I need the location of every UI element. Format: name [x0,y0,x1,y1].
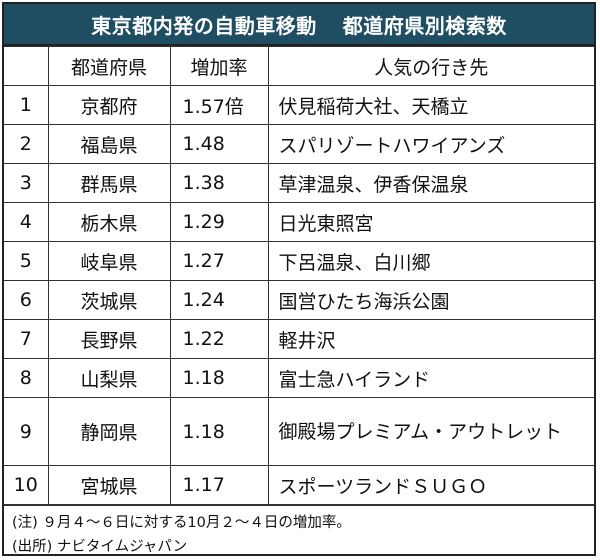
table-header-row: 都道府県 増加率 人気の行き先 [4,46,594,86]
cell-destinations: 軽井沢 [267,319,594,359]
cell-rate: 1.18 [169,397,269,466]
cell-destinations: 国営ひたち海浜公園 [267,280,594,320]
cell-destinations: 下呂温泉、白川郷 [267,241,594,281]
prefecture-ranking-table: 都道府県 増加率 人気の行き先 1 京都府 1.57倍 伏見稲荷大社、天橋立 2… [4,46,594,505]
cell-rate: 1.57倍 [169,85,269,125]
header-rate: 増加率 [169,46,269,86]
cell-prefecture: 京都府 [47,85,171,125]
cell-rate: 1.24 [169,280,269,320]
table-row: 7 長野県 1.22 軽井沢 [4,319,594,359]
cell-rate: 1.18 [169,358,269,398]
table-title-main: 東京都内発の自動車移動 [91,13,317,38]
table-row: 10 宮城県 1.17 スポーツランドＳＵＧＯ [4,465,594,505]
cell-destinations: スポーツランドＳＵＧＯ [267,465,594,505]
cell-prefecture: 栃木県 [47,202,171,242]
header-destinations: 人気の行き先 [267,46,594,86]
cell-prefecture: 静岡県 [47,397,171,466]
table-row: 2 福島県 1.48 スパリゾートハワイアンズ [4,124,594,164]
cell-rate: 1.22 [169,319,269,359]
table-title-sub: 都道府県別検索数 [342,13,507,38]
cell-rank: 10 [4,465,49,505]
table-row: 4 栃木県 1.29 日光東照宮 [4,202,594,242]
cell-rate: 1.27 [169,241,269,281]
cell-rank: 3 [4,163,49,203]
cell-rate: 1.38 [169,163,269,203]
cell-destinations: 草津温泉、伊香保温泉 [267,163,594,203]
cell-rank: 9 [4,397,49,466]
table-notes: (注) ９月４～６日に対する10月２～４日の増加率。 (出所) ナビタイムジャパ… [4,505,594,559]
table-row: 9 静岡県 1.18 御殿場プレミアム・アウトレット [4,397,594,466]
cell-rank: 5 [4,241,49,281]
table-row: 6 茨城県 1.24 国営ひたち海浜公園 [4,280,594,320]
cell-rate: 1.17 [169,465,269,505]
cell-prefecture: 福島県 [47,124,171,164]
table-row: 1 京都府 1.57倍 伏見稲荷大社、天橋立 [4,85,594,125]
table-row: 3 群馬県 1.38 草津温泉、伊香保温泉 [4,163,594,203]
cell-destinations: 伏見稲荷大社、天橋立 [267,85,594,125]
cell-destinations: 御殿場プレミアム・アウトレット [267,397,594,466]
cell-destinations: 富士急ハイランド [267,358,594,398]
cell-destinations: 日光東照宮 [267,202,594,242]
source-note: (出所) ナビタイムジャパン [12,539,188,555]
cell-prefecture: 岐阜県 [47,241,171,281]
cell-rank: 7 [4,319,49,359]
cell-rank: 8 [4,358,49,398]
cell-prefecture: 山梨県 [47,358,171,398]
cell-destinations: スパリゾートハワイアンズ [267,124,594,164]
cell-rank: 2 [4,124,49,164]
cell-prefecture: 長野県 [47,319,171,359]
footnote: (注) ９月４～６日に対する10月２～４日の増加率。 [12,515,351,531]
cell-rank: 4 [4,202,49,242]
header-prefecture: 都道府県 [47,46,171,86]
ranking-table-figure: 東京都内発の自動車移動 都道府県別検索数 都道府県 増加率 人気の行き先 1 京… [2,2,596,556]
cell-prefecture: 宮城県 [47,465,171,505]
cell-rate: 1.48 [169,124,269,164]
header-rank [4,46,49,86]
cell-rank: 1 [4,85,49,125]
cell-prefecture: 群馬県 [47,163,171,203]
cell-rate: 1.29 [169,202,269,242]
cell-rank: 6 [4,280,49,320]
table-title: 東京都内発の自動車移動 都道府県別検索数 [4,4,594,46]
table-row: 8 山梨県 1.18 富士急ハイランド [4,358,594,398]
table-row: 5 岐阜県 1.27 下呂温泉、白川郷 [4,241,594,281]
cell-prefecture: 茨城県 [47,280,171,320]
